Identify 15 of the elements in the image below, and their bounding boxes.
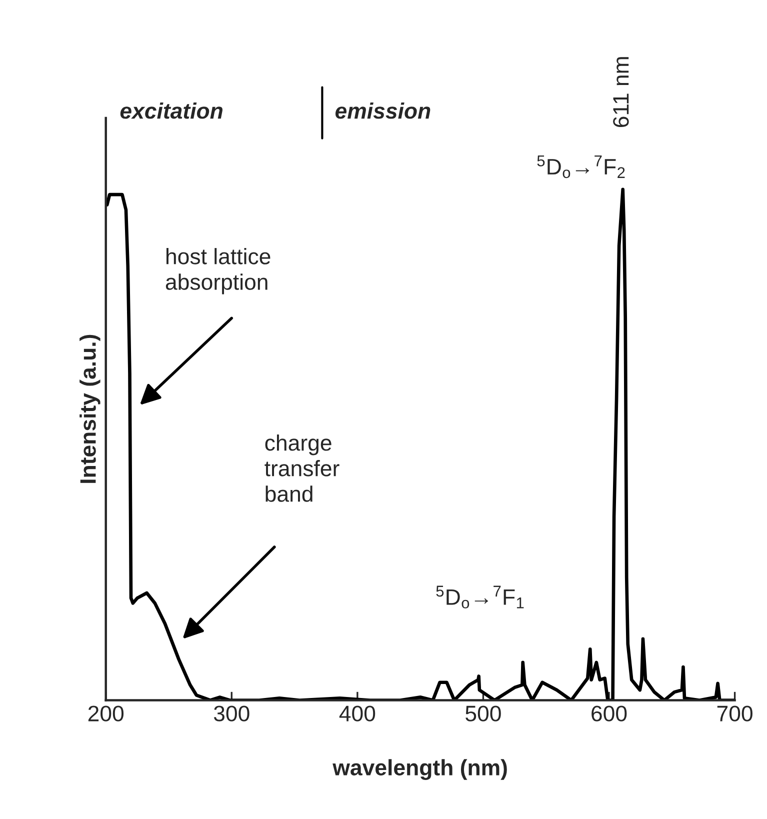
annotation: charge transfer band [264, 434, 340, 502]
x-tick-label: 400 [339, 706, 376, 722]
x-tick-label: 500 [466, 706, 501, 722]
x-tick-label: 300 [214, 706, 250, 722]
text: excitation [120, 102, 222, 119]
annotation: $^{5}$D$_{o}$→$^{7}$F$_{1}$ [436, 586, 524, 608]
text: emission [335, 102, 430, 119]
x-tick-label: 600 [592, 706, 627, 722]
y-axis-title: Intensity (a.u.) [80, 334, 100, 483]
x-tick-label: 200 [88, 706, 124, 722]
text: 611 nm [613, 57, 629, 128]
x-axis-title: wavelength (nm) [332, 759, 507, 780]
annotation: host lattice absorption [166, 248, 270, 294]
x-tick-label: 700 [717, 706, 752, 722]
text: $^{5}$D$_{o}$→$^{7}$F$_{2}$ [537, 156, 625, 178]
